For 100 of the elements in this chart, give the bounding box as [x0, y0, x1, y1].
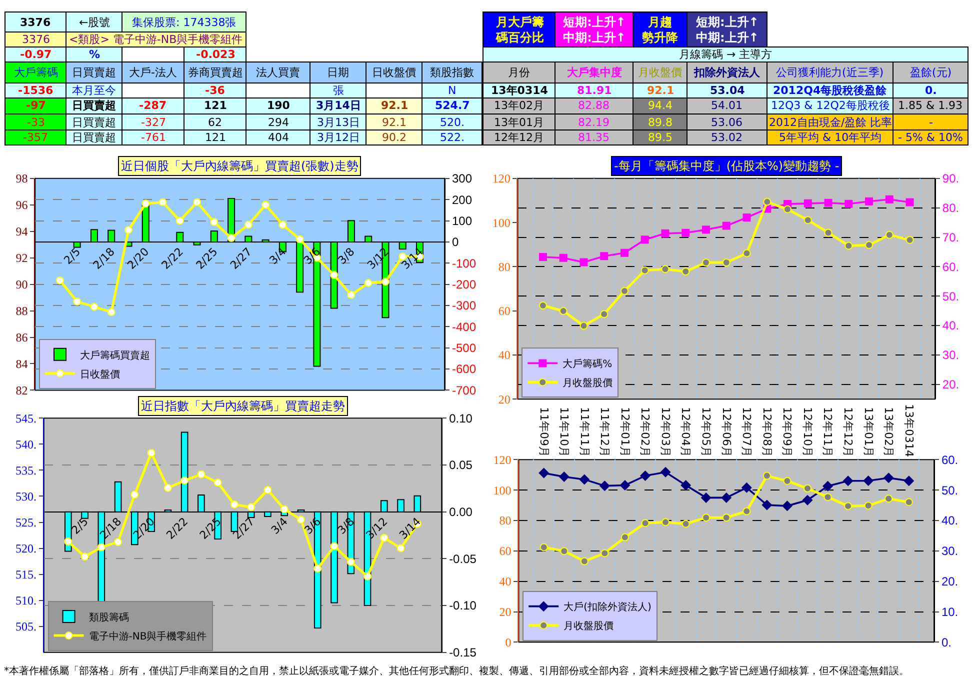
point	[701, 492, 712, 503]
y2-tick-label: 40.	[942, 318, 960, 333]
point	[824, 493, 832, 502]
y-tick-label: 505.	[15, 620, 36, 634]
point	[180, 476, 189, 485]
y-tick-label: 86	[16, 330, 28, 344]
point	[244, 220, 252, 229]
point	[314, 564, 322, 573]
text: 法人買賣	[256, 66, 300, 79]
y2-tick-label: 0.05	[449, 458, 473, 472]
chart-title: 近日指數「大戶內線籌碼」買賣超走勢	[141, 399, 345, 413]
y2-tick-label: 90.	[942, 172, 960, 186]
y2-tick-label: -200	[452, 278, 476, 292]
point	[782, 500, 792, 511]
point	[762, 472, 771, 480]
point	[804, 484, 812, 492]
point	[280, 505, 288, 514]
text: -	[929, 116, 933, 129]
text: -0.023	[196, 48, 236, 61]
y-tick-label: 90	[16, 278, 28, 292]
x-tick-label: 3/6	[301, 245, 323, 267]
y-tick-label: 530.	[15, 489, 36, 504]
y-tick-label: 60	[499, 544, 512, 558]
legend-label: 類股籌碼	[88, 611, 129, 624]
text: <類股> 電子中游-NB與手機零組件	[69, 33, 243, 46]
text: 月收盤價	[638, 66, 682, 79]
point	[865, 197, 874, 206]
point	[844, 200, 853, 208]
y-tick-label: 84	[16, 356, 28, 371]
text: 62	[208, 116, 222, 129]
text: 日期	[327, 66, 349, 79]
point	[844, 242, 853, 250]
point	[227, 234, 236, 242]
point	[661, 229, 670, 238]
point	[662, 518, 670, 526]
x-tick-label: 12年05月	[700, 407, 713, 458]
text: 本月至今	[72, 84, 116, 97]
text: 82.88	[578, 99, 610, 112]
point	[660, 467, 671, 478]
point	[559, 254, 568, 262]
point	[97, 543, 106, 552]
y-tick-label: 20	[499, 604, 512, 619]
text: 集保股票: 174338張	[132, 16, 236, 29]
text: -97	[26, 99, 46, 112]
point	[885, 230, 894, 239]
y2-tick-label: -300	[452, 298, 476, 313]
text: 月大戶籌碼百分比	[495, 15, 544, 45]
text: 13年0314	[491, 84, 548, 97]
point	[682, 520, 690, 528]
text: -327	[141, 116, 166, 129]
y-tick-label: 0	[505, 635, 512, 650]
x-tick-label: 12年08月	[760, 407, 774, 458]
x-tick-label: 12年03月	[658, 407, 672, 458]
text: 1.85 & 1.93	[898, 99, 963, 112]
y-tick-label: 520.	[15, 541, 36, 556]
point	[824, 228, 832, 237]
x-tick-label: 3/8	[335, 515, 357, 537]
text: 2012Q4每股稅後盈餘	[773, 84, 888, 97]
y2-tick-label: -0.10	[449, 598, 477, 613]
point	[114, 538, 122, 546]
point	[214, 478, 222, 487]
text: -287	[139, 99, 167, 112]
point	[783, 476, 792, 485]
y2-tick-label: -0.05	[449, 552, 477, 566]
point	[763, 198, 772, 206]
point	[884, 472, 894, 483]
y2-tick-label: 40.	[941, 514, 958, 528]
point	[885, 195, 894, 204]
point	[176, 216, 184, 225]
point	[210, 218, 218, 226]
y-tick-label: 515.	[15, 568, 36, 582]
point	[620, 248, 628, 257]
point	[381, 278, 390, 286]
point	[722, 222, 730, 230]
chart-title: -每月「籌碼集中度」(佔股本%)變動趨勢 -	[614, 159, 840, 173]
text: 190	[267, 99, 290, 112]
y2-tick-label: 200	[452, 192, 472, 207]
text: 2012自由現金/盈餘 比率	[769, 116, 892, 129]
y-tick-label: 525.	[15, 515, 36, 530]
point	[538, 468, 549, 478]
y-tick-label: 545.	[15, 411, 36, 426]
y-tick-label: 100	[492, 216, 510, 230]
point	[164, 484, 172, 492]
point	[559, 472, 570, 482]
text: 404	[268, 131, 289, 144]
y2-tick-label: -700	[452, 383, 476, 398]
text: 53.04	[710, 84, 746, 97]
point	[107, 308, 116, 316]
point	[193, 198, 202, 206]
text: 日收盤價	[372, 66, 416, 79]
point	[347, 290, 356, 299]
point	[620, 286, 628, 295]
point	[80, 552, 89, 561]
point	[56, 276, 64, 284]
text: 券商買賣超	[188, 66, 243, 79]
point	[560, 547, 568, 556]
text: - 5% & 10%	[898, 131, 963, 144]
y-tick-label: 96	[16, 198, 28, 212]
text: 92.1	[647, 84, 674, 97]
y2-tick-label: 100	[452, 214, 472, 228]
